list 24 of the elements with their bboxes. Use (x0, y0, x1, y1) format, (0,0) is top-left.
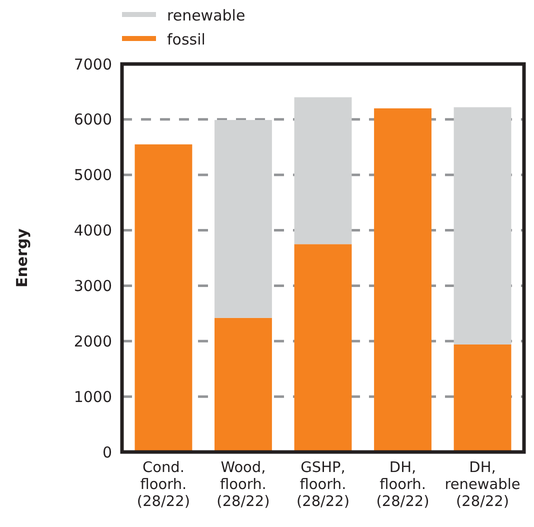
bar (294, 97, 352, 244)
bar (454, 107, 512, 344)
bar (294, 244, 352, 452)
y-tick-label: 1000 (74, 388, 112, 406)
y-tick-label: 7000 (74, 55, 112, 74)
legend-label: renewable (167, 6, 246, 24)
x-tick-label: GSHP, floorh. (28/22) (296, 460, 350, 510)
bar (214, 318, 272, 452)
bar (214, 120, 272, 318)
bar (454, 344, 512, 452)
y-tick-label: 5000 (74, 166, 112, 184)
y-axis-title: Energy (13, 228, 31, 288)
x-tick-label: DH, renewable (28/22) (444, 460, 520, 510)
y-tick-label: 6000 (74, 110, 112, 129)
legend-label: fossil (167, 30, 206, 48)
y-tick-label: 0 (102, 443, 112, 462)
x-tick-label: Wood, floorh. (28/22) (216, 460, 270, 510)
y-tick-label: 2000 (74, 332, 112, 350)
y-tick-label: 3000 (74, 276, 112, 295)
x-tick-label: Cond. floorh. (28/22) (136, 460, 190, 510)
y-tick-label: 4000 (74, 222, 112, 240)
x-tick-label: DH, floorh. (28/22) (376, 460, 430, 510)
bar (134, 144, 192, 452)
bar (374, 108, 432, 452)
